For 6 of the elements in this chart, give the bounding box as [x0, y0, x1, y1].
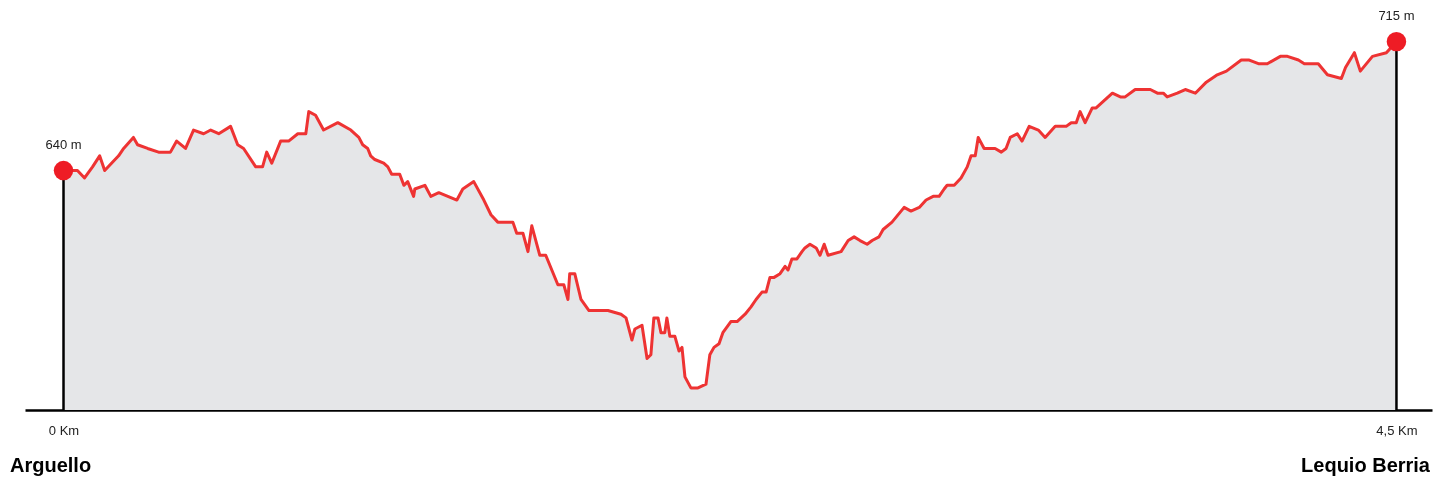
annotation: 640 m — [45, 136, 82, 152]
text: Arguello — [10, 454, 92, 476]
x-tick-label: 4,5 Km — [1376, 422, 1418, 438]
x-tick-label: 0 Km — [48, 422, 80, 438]
annotation: 715 m — [1378, 7, 1415, 23]
text: Lequio Berria — [1301, 454, 1431, 476]
